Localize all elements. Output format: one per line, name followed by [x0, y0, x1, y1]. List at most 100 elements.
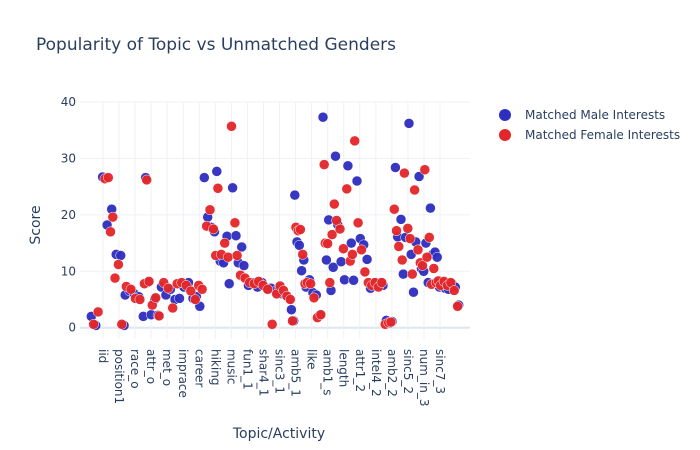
- data-point[interactable]: [338, 243, 349, 254]
- data-point[interactable]: [231, 250, 243, 261]
- data-point[interactable]: [346, 237, 357, 249]
- data-point[interactable]: [376, 277, 388, 288]
- data-point[interactable]: [342, 160, 354, 172]
- data-point[interactable]: [150, 292, 161, 304]
- data-point[interactable]: [348, 275, 359, 286]
- data-point[interactable]: [227, 182, 238, 194]
- data-point[interactable]: [208, 223, 219, 235]
- data-point[interactable]: [236, 241, 247, 253]
- legend[interactable]: Matched Male Interests Matched Female Int…: [499, 108, 680, 142]
- data-point[interactable]: [297, 249, 308, 260]
- data-point[interactable]: [222, 251, 234, 263]
- data-point[interactable]: [391, 225, 402, 236]
- data-point[interactable]: [428, 263, 440, 274]
- data-point[interactable]: [238, 260, 250, 271]
- data-point[interactable]: [115, 250, 126, 261]
- data-point[interactable]: [385, 316, 397, 328]
- legend-item[interactable]: Matched Female Interests: [499, 128, 680, 142]
- data-point[interactable]: [296, 265, 307, 276]
- data-point[interactable]: [318, 159, 330, 170]
- data-point[interactable]: [330, 150, 341, 162]
- data-point[interactable]: [204, 204, 216, 216]
- data-point[interactable]: [431, 251, 443, 263]
- data-point[interactable]: [349, 135, 360, 147]
- data-point[interactable]: [226, 121, 237, 132]
- data-point[interactable]: [113, 259, 124, 270]
- data-point[interactable]: [359, 266, 371, 278]
- data-point[interactable]: [199, 172, 210, 183]
- data-point[interactable]: [262, 284, 273, 295]
- data-point[interactable]: [404, 233, 416, 244]
- data-point[interactable]: [219, 237, 230, 249]
- data-point[interactable]: [393, 241, 405, 252]
- data-point[interactable]: [294, 240, 305, 251]
- data-point[interactable]: [424, 232, 435, 243]
- data-point[interactable]: [143, 276, 155, 287]
- data-point[interactable]: [412, 244, 424, 256]
- data-point[interactable]: [212, 183, 224, 194]
- data-point[interactable]: [141, 174, 152, 186]
- data-point[interactable]: [322, 238, 333, 249]
- data-point[interactable]: [229, 217, 241, 229]
- data-point[interactable]: [398, 268, 409, 280]
- data-point[interactable]: [329, 198, 340, 210]
- data-point[interactable]: [425, 202, 436, 214]
- data-point[interactable]: [347, 249, 358, 260]
- data-point[interactable]: [230, 230, 242, 241]
- data-point[interactable]: [341, 183, 353, 195]
- data-point[interactable]: [92, 306, 104, 318]
- legend-item[interactable]: Matched Male Interests: [499, 108, 665, 122]
- data-point[interactable]: [285, 294, 296, 305]
- data-point[interactable]: [417, 260, 428, 271]
- data-point[interactable]: [317, 111, 329, 123]
- data-point[interactable]: [107, 211, 119, 223]
- data-point[interactable]: [286, 304, 297, 315]
- data-point[interactable]: [321, 254, 332, 266]
- data-point[interactable]: [162, 282, 174, 294]
- data-point[interactable]: [134, 294, 146, 305]
- data-point[interactable]: [413, 171, 425, 182]
- data-point[interactable]: [421, 251, 433, 263]
- data-point[interactable]: [125, 284, 137, 295]
- data-point[interactable]: [289, 189, 301, 201]
- data-point[interactable]: [448, 285, 460, 296]
- data-point[interactable]: [211, 166, 223, 177]
- data-point[interactable]: [103, 172, 114, 183]
- data-point[interactable]: [295, 224, 306, 235]
- data-point[interactable]: [116, 319, 128, 330]
- data-point[interactable]: [88, 319, 99, 330]
- data-point[interactable]: [185, 285, 197, 297]
- data-point[interactable]: [419, 164, 431, 175]
- data-point[interactable]: [315, 309, 327, 320]
- data-point[interactable]: [334, 223, 346, 235]
- data-point[interactable]: [287, 315, 298, 327]
- data-point[interactable]: [196, 284, 208, 295]
- data-point[interactable]: [339, 274, 350, 286]
- data-point[interactable]: [408, 286, 419, 298]
- data-point[interactable]: [399, 167, 410, 179]
- data-point[interactable]: [324, 277, 336, 288]
- data-point[interactable]: [395, 214, 407, 225]
- data-point[interactable]: [352, 217, 364, 229]
- data-point[interactable]: [266, 319, 278, 330]
- data-point[interactable]: [407, 268, 418, 280]
- data-point[interactable]: [167, 302, 178, 314]
- data-point[interactable]: [153, 310, 165, 322]
- data-point[interactable]: [409, 184, 420, 196]
- data-point[interactable]: [396, 254, 408, 266]
- data-point[interactable]: [109, 272, 121, 284]
- data-point[interactable]: [105, 226, 116, 238]
- data-point[interactable]: [452, 301, 463, 312]
- data-point[interactable]: [308, 292, 320, 304]
- data-point[interactable]: [403, 118, 415, 129]
- data-point[interactable]: [223, 278, 235, 289]
- data-point[interactable]: [389, 203, 400, 215]
- data-point[interactable]: [351, 175, 363, 187]
- data-point[interactable]: [335, 256, 347, 267]
- data-point[interactable]: [305, 278, 316, 289]
- data-point[interactable]: [361, 254, 373, 265]
- data-point[interactable]: [356, 244, 367, 256]
- data-point[interactable]: [190, 294, 201, 305]
- data-point[interactable]: [326, 229, 338, 240]
- data-point[interactable]: [174, 293, 185, 304]
